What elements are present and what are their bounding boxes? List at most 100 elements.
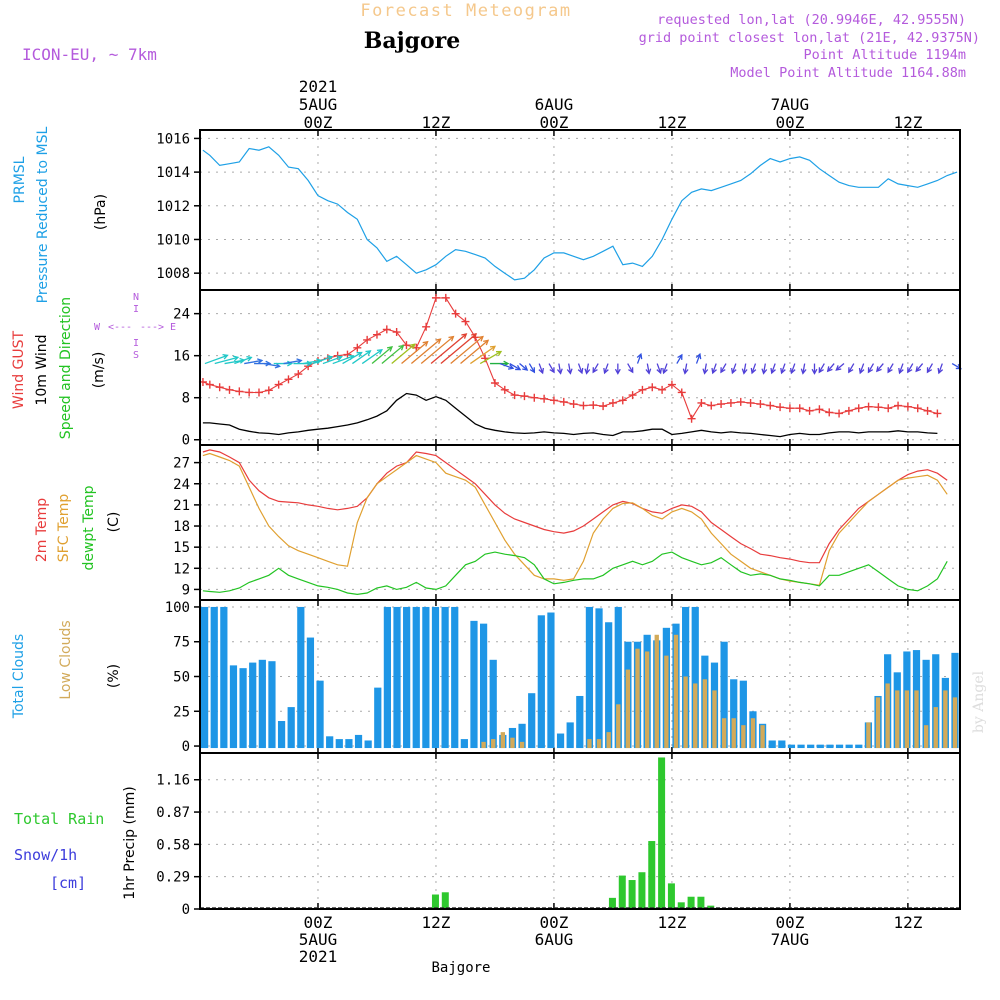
wind-arrow [293, 360, 313, 367]
gust-marker [687, 414, 696, 423]
low-clouds-bar [491, 739, 496, 749]
clouds-panel: 0 25 50 75 100 [165, 600, 960, 755]
wind-arrow-head [489, 345, 497, 352]
gust-marker [284, 375, 293, 384]
wind-arrow [702, 363, 709, 375]
low-clouds-bar [866, 722, 871, 749]
wind-arrow-head [662, 367, 668, 375]
ytick-label: 18 [173, 519, 190, 535]
wind-arrow [460, 339, 490, 365]
ytick-label: 1014 [156, 165, 190, 181]
low-clouds-bar [952, 697, 958, 749]
temp-label: 2m Temp [34, 498, 50, 562]
total-clouds-bar [778, 740, 786, 749]
wind-arrow-head [915, 366, 922, 373]
wind-arrow-shaft [214, 356, 239, 365]
low-clouds-bar [664, 655, 669, 749]
total-clouds-bar [383, 606, 391, 749]
precip-unit: 1hr Precip (mm) [122, 786, 138, 899]
bottom-time-label: 12Z [893, 913, 922, 932]
total-clouds-bar [287, 707, 295, 749]
wind-arrow-shaft [636, 353, 642, 364]
gust-marker [785, 404, 794, 413]
total-clouds-bar [787, 744, 796, 749]
wind-arrow [584, 363, 591, 375]
wind-arrow-head [507, 364, 515, 370]
rain-bar [667, 883, 675, 909]
point-altitude: Point Altitude 1194m [803, 47, 966, 63]
snow-label: Snow/1h [14, 846, 77, 864]
wind-arrow-shaft [720, 363, 727, 373]
total-clouds-bar [374, 687, 382, 749]
low-clouds-bar [943, 690, 948, 749]
bottom-time-label: 00Z [304, 913, 333, 932]
wind-arrow-shaft [391, 343, 416, 365]
wind-arrow-shaft [684, 363, 688, 374]
wind-arrow-shaft [646, 363, 650, 374]
total-clouds-bar [730, 679, 738, 749]
total-clouds-bar [412, 606, 420, 749]
gust-marker [776, 403, 785, 412]
wind-arrow-head [296, 358, 303, 365]
low-clouds-bar [933, 707, 938, 749]
total-clouds-bar [528, 693, 536, 749]
compass-rose: N I W <--- ---> E I S [94, 292, 176, 361]
bottom-time-label: 5AUG [299, 930, 338, 949]
compass-arrow-up: I [133, 304, 139, 315]
wind-arrow [538, 363, 545, 375]
gust-marker [441, 293, 450, 302]
wind-arrow-head [741, 368, 748, 375]
wind-arrow [645, 363, 652, 375]
wind-arrow-shaft [420, 336, 454, 365]
wind-arrow [826, 363, 835, 373]
wind-arrow [312, 355, 334, 365]
wind-arrow [800, 363, 807, 375]
gust-marker [530, 393, 539, 402]
gust-marker [913, 404, 922, 413]
wind-arrow-head [274, 362, 281, 369]
wind-arrow-shaft [802, 363, 806, 374]
wind-arrow [876, 363, 884, 373]
gust-marker [628, 391, 637, 400]
rain-bar [658, 757, 666, 909]
top-time-label: 00Z [304, 113, 333, 132]
top-time-label: 00Z [539, 113, 568, 132]
gust-marker [835, 409, 844, 418]
total-clouds-bar [720, 641, 728, 749]
compass-s: S [133, 350, 139, 361]
ytick-label: 1010 [156, 232, 190, 248]
wind-arrow [790, 363, 796, 375]
wind-arrow-shaft [731, 363, 737, 374]
credit-watermark: by Angel [971, 670, 987, 733]
gust-marker [500, 385, 509, 394]
wind-arrow-shaft [712, 363, 717, 374]
model-label: ICON-EU, ~ 7km [22, 45, 157, 64]
wind-arrow-shaft [676, 354, 683, 364]
wind-arrow-head [287, 360, 294, 367]
panel-border [199, 752, 961, 910]
gust-marker [392, 328, 401, 337]
wind-arrow-shaft [592, 363, 599, 373]
gust-marker [382, 325, 391, 334]
wind-arrow [381, 344, 405, 365]
wind-arrow-shaft [479, 350, 502, 365]
total-clouds-bar [489, 659, 497, 749]
ytick-label: 50 [173, 670, 190, 686]
wind-arrow-shaft [887, 363, 894, 373]
total-clouds-bar [797, 744, 805, 749]
wind-arrow [509, 362, 522, 371]
low-clouds-bar [904, 690, 910, 749]
ytick-label: 12 [173, 561, 190, 577]
dewpoint-line [202, 551, 948, 596]
wind-arrow-shaft [410, 338, 441, 365]
wind-arrow [858, 363, 865, 375]
wind-arrow-shaft [342, 351, 362, 365]
top-time-label: 12Z [422, 113, 451, 132]
total-clouds-bar [335, 739, 343, 749]
gust-marker [608, 398, 617, 407]
bottom-time-label: 7AUG [771, 930, 810, 949]
gust-line [202, 297, 938, 420]
bottom-time-label: 00Z [539, 913, 568, 932]
wind-arrow [867, 363, 875, 374]
